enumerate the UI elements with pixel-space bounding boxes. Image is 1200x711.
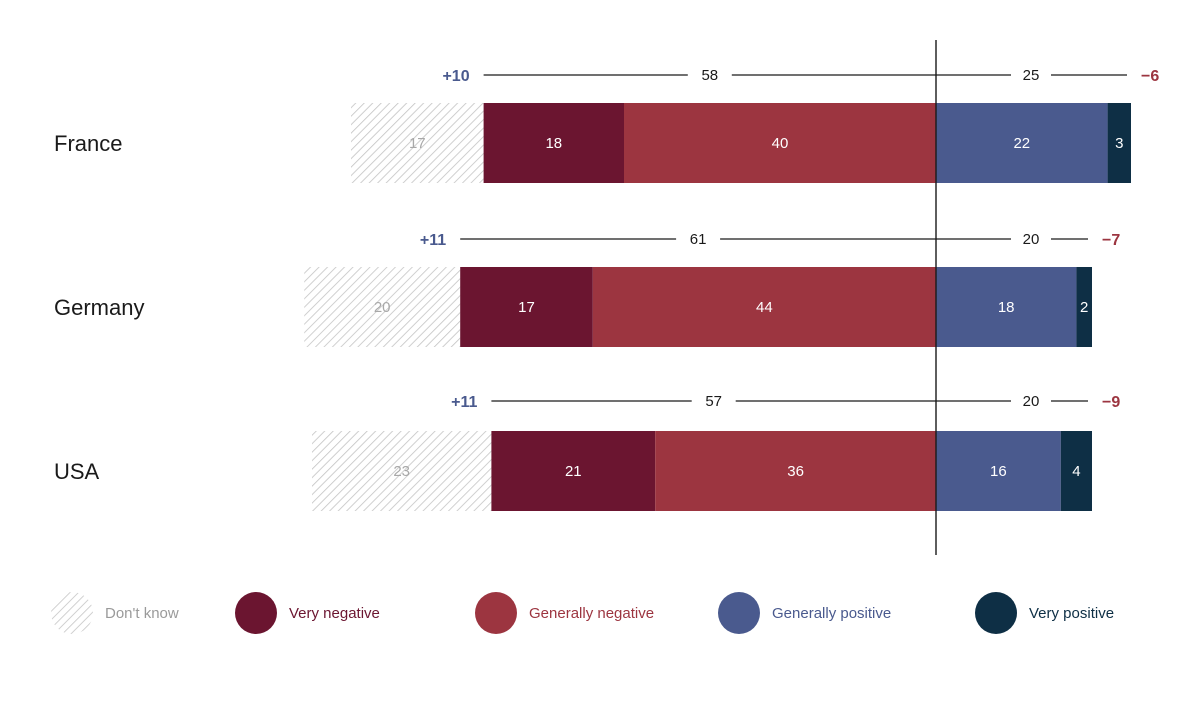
legend-swatch: [51, 592, 93, 634]
data-label: 2: [1080, 299, 1088, 316]
legend-swatch: [235, 592, 277, 634]
legend-swatch: [718, 592, 760, 634]
negative-total-label: 61: [690, 231, 707, 248]
legend-swatch: [475, 592, 517, 634]
data-label: 18: [545, 135, 562, 152]
legend-swatch: [975, 592, 1017, 634]
row-usa: USA 23 21 36 16 4 57 20 +11 −9: [54, 393, 1120, 511]
data-label: 3: [1115, 135, 1123, 152]
negative-total-label: 57: [705, 393, 722, 410]
legend-item-generally-positive: Generally positive: [718, 592, 891, 634]
data-label: 20: [374, 299, 391, 316]
country-label: France: [54, 131, 122, 156]
data-label: 18: [998, 299, 1015, 316]
legend-label: Very negative: [289, 605, 380, 622]
bar-generally-negative: [655, 431, 936, 511]
bar-very-negative: [483, 103, 624, 183]
bar-dont-know: [312, 431, 492, 511]
positive-total-label: 20: [1023, 393, 1040, 410]
bar-generally-positive: [936, 267, 1077, 347]
negative-total-label: 58: [701, 67, 718, 84]
row-france: France 17 18 40 22 3 58 25 +10 −6: [54, 67, 1159, 183]
data-label: 17: [518, 299, 535, 316]
data-label: 21: [565, 463, 582, 480]
positive-total-label: 20: [1023, 231, 1040, 248]
data-label: 36: [787, 463, 804, 480]
data-label: 40: [772, 135, 789, 152]
row-germany: Germany 20 17 44 18 2 61 20 +11 −7: [54, 231, 1120, 347]
bar-very-positive: [1107, 103, 1131, 183]
bar-dont-know: [304, 267, 461, 347]
legend-item-very-positive: Very positive: [975, 592, 1114, 634]
bar-very-negative: [460, 267, 593, 347]
left-net-label: +11: [451, 394, 477, 411]
legend-item-very-negative: Very negative: [235, 592, 380, 634]
country-label: Germany: [54, 295, 144, 320]
bar-very-positive: [1076, 267, 1092, 347]
legend: Don't know Very negative Generally negativ…: [51, 592, 1114, 634]
bar-very-positive: [1060, 431, 1092, 511]
data-label: 44: [756, 299, 773, 316]
legend-label: Generally negative: [529, 605, 654, 622]
left-net-label: +11: [420, 232, 446, 249]
data-label: 22: [1013, 135, 1030, 152]
legend-label: Very positive: [1029, 605, 1114, 622]
bar-very-negative: [491, 431, 656, 511]
data-label: 23: [393, 463, 410, 480]
bar-generally-positive: [936, 431, 1061, 511]
bar-generally-positive: [936, 103, 1108, 183]
bar-generally-negative: [592, 267, 936, 347]
positive-total-label: 25: [1023, 67, 1040, 84]
legend-label: Don't know: [105, 605, 179, 622]
legend-label: Generally positive: [772, 605, 891, 622]
legend-item-generally-negative: Generally negative: [475, 592, 654, 634]
data-label: 16: [990, 463, 1007, 480]
bar-dont-know: [351, 103, 484, 183]
right-net-label: −9: [1102, 394, 1120, 411]
right-net-label: −7: [1102, 232, 1120, 249]
right-net-label: −6: [1141, 68, 1159, 85]
country-label: USA: [54, 459, 100, 484]
legend-item-don-t-know: Don't know: [51, 592, 179, 634]
bar-generally-negative: [624, 103, 936, 183]
left-net-label: +10: [442, 68, 469, 85]
data-label: 4: [1072, 463, 1080, 480]
data-label: 17: [409, 135, 426, 152]
